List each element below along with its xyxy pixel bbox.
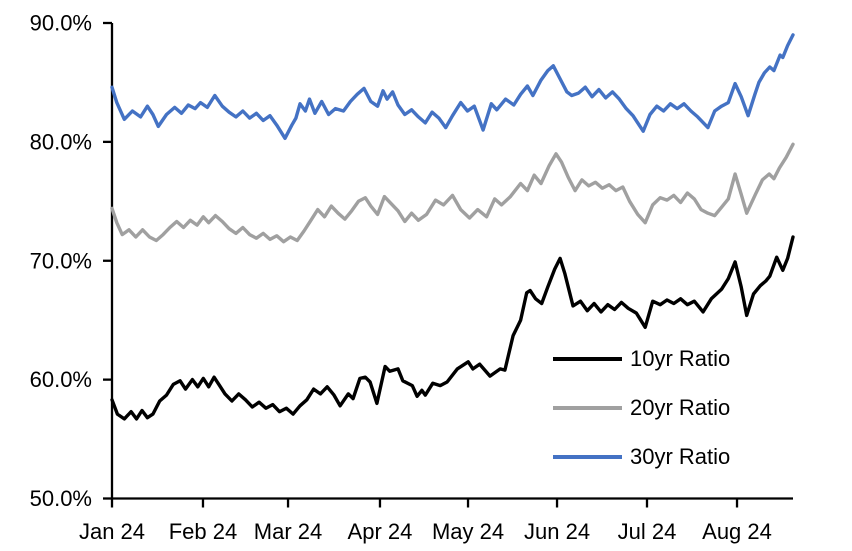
y-axis-label-80.0%: 80.0% — [30, 129, 92, 154]
legend-item-20yr: 20yr Ratio — [553, 395, 730, 421]
x-axis-label-Mar-24: Mar 24 — [254, 519, 322, 544]
legend-label-20yr: 20yr Ratio — [630, 395, 731, 420]
legend-swatch-30yr — [553, 455, 622, 459]
series-line-20yr-ratio — [110, 142, 795, 244]
x-axis-label-Jul-24: Jul 24 — [618, 519, 677, 544]
series-line-30yr-ratio — [110, 33, 795, 141]
x-axis-label-Feb-24: Feb 24 — [169, 519, 238, 544]
legend-item-10yr: 10yr Ratio — [553, 346, 730, 372]
x-axis-label-May-24: May 24 — [432, 519, 504, 544]
y-axis-label-60.0%: 60.0% — [30, 367, 92, 392]
y-axis-label-90.0%: 90.0% — [30, 11, 92, 36]
x-axis-label-Apr-24: Apr 24 — [348, 519, 413, 544]
x-axis-label-Aug-24: Aug 24 — [702, 519, 772, 544]
x-axis-label-Jan-24: Jan 24 — [79, 519, 145, 544]
legend-item-30yr: 30yr Ratio — [553, 444, 730, 470]
y-axis-label-50.0%: 50.0% — [30, 486, 92, 511]
legend-label-10yr: 10yr Ratio — [630, 346, 731, 371]
legend-swatch-10yr — [553, 357, 622, 361]
legend-label-30yr: 30yr Ratio — [630, 444, 731, 469]
x-axis-label-Jun-24: Jun 24 — [524, 519, 590, 544]
legend-swatch-20yr — [553, 406, 622, 410]
series-line-10yr-ratio — [110, 235, 795, 421]
y-axis-label-70.0%: 70.0% — [30, 248, 92, 273]
